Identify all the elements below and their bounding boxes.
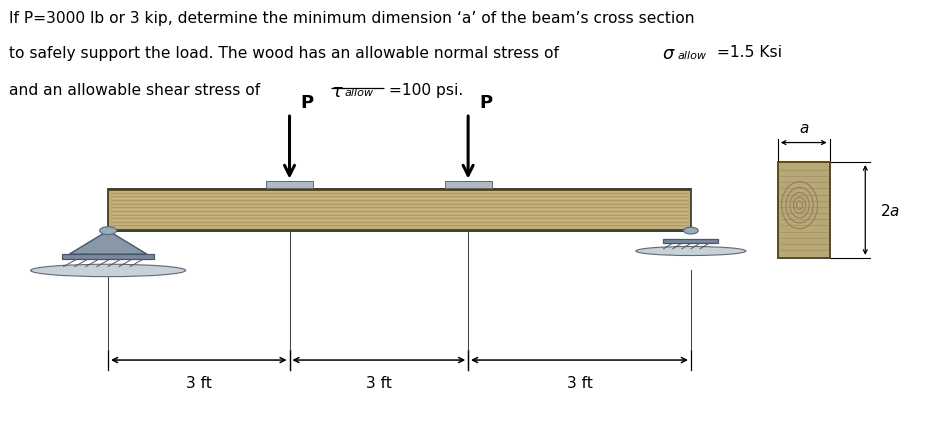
Text: =1.5 Ksi: =1.5 Ksi	[712, 45, 781, 60]
Ellipse shape	[31, 265, 186, 277]
Bar	[108, 190, 691, 231]
Text: $\tau$: $\tau$	[331, 82, 343, 100]
Ellipse shape	[635, 247, 746, 256]
Bar	[778, 163, 830, 258]
Circle shape	[683, 228, 698, 234]
Text: to safely support the load. The wood has an allowable normal stress of: to safely support the load. The wood has…	[9, 46, 564, 60]
Text: and an allowable shear stress of: and an allowable shear stress of	[9, 82, 265, 97]
Text: 3 ft: 3 ft	[366, 375, 392, 390]
Text: $a$: $a$	[798, 121, 809, 135]
Polygon shape	[70, 231, 147, 254]
Bar	[108, 188, 691, 192]
Text: allow: allow	[345, 88, 374, 98]
Text: $\sigma$: $\sigma$	[662, 45, 675, 63]
Circle shape	[100, 227, 117, 235]
Text: P: P	[479, 94, 493, 112]
Bar	[664, 240, 718, 243]
Bar	[266, 181, 313, 188]
Text: allow: allow	[678, 51, 707, 61]
Bar	[108, 190, 691, 231]
Text: $2a$: $2a$	[880, 203, 901, 218]
Text: If P=3000 lb or 3 kip, determine the minimum dimension ‘a’ of the beam’s cross s: If P=3000 lb or 3 kip, determine the min…	[9, 11, 695, 26]
Text: 3 ft: 3 ft	[567, 375, 592, 390]
Bar	[108, 229, 691, 233]
Bar	[62, 254, 154, 260]
Text: P: P	[301, 94, 314, 112]
Text: 3 ft: 3 ft	[186, 375, 212, 390]
Text: =100 psi.: =100 psi.	[384, 82, 462, 97]
Bar	[445, 181, 492, 188]
